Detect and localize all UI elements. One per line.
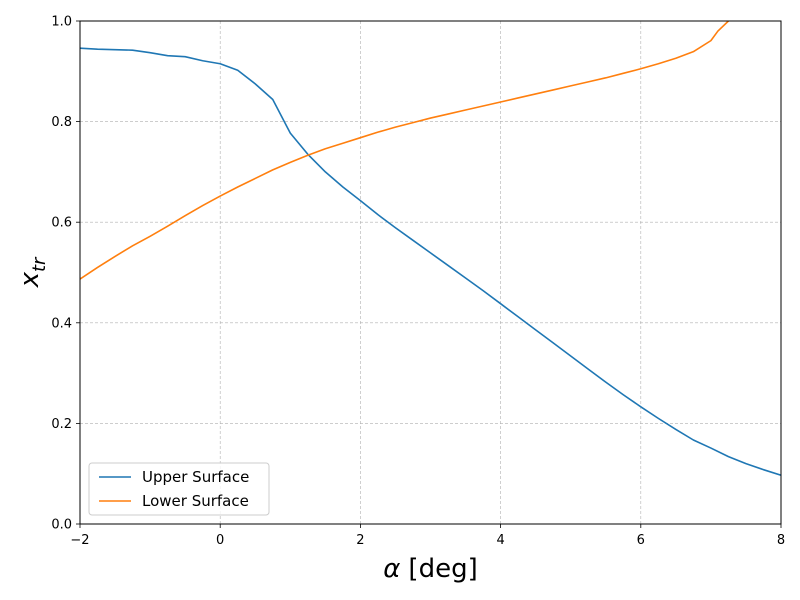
x-tick-label: 6 [637, 533, 645, 548]
plot-frame [79, 20, 782, 525]
y-tick-label: 0.8 [51, 115, 72, 130]
x-tick-label: 0 [216, 533, 224, 548]
series-lines [80, 21, 781, 476]
series-line-lower-surface [80, 21, 729, 280]
y-tick-label: 0.4 [51, 316, 72, 331]
legend: Upper Surface Lower Surface [88, 462, 270, 516]
x-tick-label: 2 [356, 533, 364, 548]
x-tick-label: 4 [496, 533, 504, 548]
series-line-upper-surface [80, 47, 781, 476]
y-tick-label: 0.2 [51, 417, 72, 432]
y-tick-label: 1.0 [51, 15, 72, 30]
x-tick-label: 8 [777, 533, 785, 548]
legend-box [88, 462, 270, 516]
legend-label-lower-surface: Lower Surface [142, 492, 249, 510]
y-tick-label: 0.6 [51, 216, 72, 231]
axis-ticks: −2 0 2 4 6 8 0.0 0.2 0.4 0.6 0.8 1.0 [51, 15, 785, 549]
x-tick-label: −2 [70, 533, 89, 548]
legend-label-upper-surface: Upper Surface [142, 468, 249, 486]
x-axis-label: α [deg] [383, 554, 477, 584]
y-axis-label: xtr [15, 256, 50, 288]
y-tick-label: 0.0 [51, 518, 72, 533]
